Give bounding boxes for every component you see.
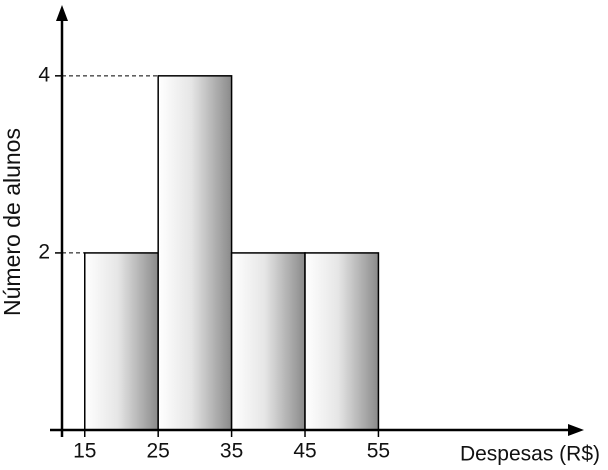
bar (157, 75, 233, 431)
bar (304, 252, 380, 431)
x-tick-label: 25 (146, 440, 169, 463)
y-tick-label: 2 (38, 240, 50, 263)
x-axis-arrow (568, 424, 584, 436)
x-tick-label: 55 (367, 440, 390, 463)
bar (84, 252, 159, 431)
bar (230, 252, 306, 431)
y-axis-label: Número de alunos (0, 128, 25, 316)
y-axis-arrow (56, 5, 68, 21)
x-tick-label: 45 (293, 440, 316, 463)
y-tick-label: 4 (38, 63, 50, 86)
x-axis-label: Despesas (R$) (460, 443, 600, 466)
x-tick-label: 15 (73, 440, 96, 463)
x-tick-label: 35 (220, 440, 243, 463)
